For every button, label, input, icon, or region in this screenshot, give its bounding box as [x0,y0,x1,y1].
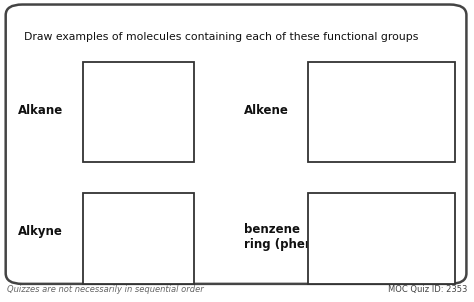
Bar [83,193,194,284]
Text: Alkyne: Alkyne [18,224,63,238]
FancyBboxPatch shape [6,5,466,284]
Bar [308,62,455,162]
Text: Quizzes are not necessarily in sequential order: Quizzes are not necessarily in sequentia… [7,284,204,294]
Text: Draw examples of molecules containing each of these functional groups: Draw examples of molecules containing ea… [24,32,418,42]
Text: benzene
ring (phenyl): benzene ring (phenyl) [244,223,330,251]
Bar [83,62,194,162]
Text: Alkene: Alkene [244,104,289,117]
Text: MOC Quiz ID: 2353: MOC Quiz ID: 2353 [388,284,467,294]
Text: Alkane: Alkane [18,104,63,117]
Bar [308,193,455,284]
